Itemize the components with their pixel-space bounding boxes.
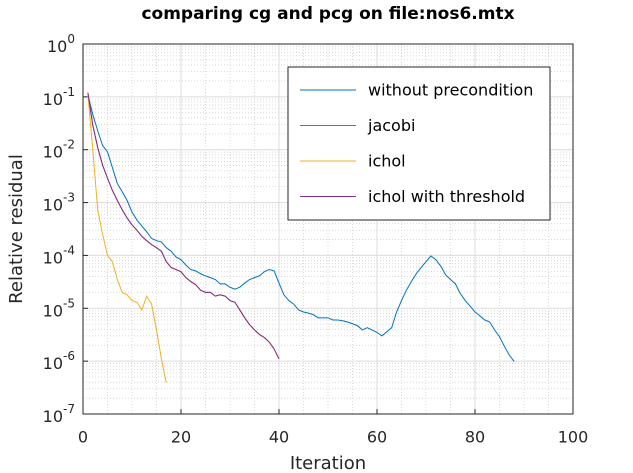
legend-label: ichol with threshold bbox=[368, 187, 525, 206]
y-tick-label: 10-7 bbox=[43, 402, 75, 426]
x-axis-label: Iteration bbox=[290, 453, 366, 473]
y-tick-label: 10-1 bbox=[43, 84, 75, 108]
y-tick-label: 10-6 bbox=[43, 349, 75, 373]
x-tick-label: 40 bbox=[269, 428, 289, 447]
legend-box bbox=[287, 66, 551, 221]
x-tick-label: 60 bbox=[367, 428, 387, 447]
y-tick-label: 100 bbox=[47, 32, 75, 56]
chart-title: comparing cg and pcg on file:nos6.mtx bbox=[141, 4, 514, 24]
legend-label: without precondition bbox=[368, 81, 533, 100]
series-line bbox=[87, 94, 515, 362]
y-tick-label: 10-2 bbox=[43, 137, 75, 161]
x-tick-label: 100 bbox=[558, 428, 589, 447]
axes-box bbox=[82, 43, 574, 415]
y-tick-label: 10-5 bbox=[43, 296, 75, 320]
y-tick-label: 10-3 bbox=[43, 190, 75, 214]
y-tick-label: 10-4 bbox=[43, 243, 75, 267]
y-axis-label: Relative residual bbox=[6, 154, 27, 304]
x-tick-label: 0 bbox=[78, 428, 88, 447]
x-tick-label: 80 bbox=[465, 428, 485, 447]
series-line bbox=[87, 94, 167, 383]
legend-label: ichol bbox=[368, 152, 406, 171]
legend-label: jacobi bbox=[367, 116, 415, 135]
series-line bbox=[87, 92, 280, 360]
x-tick-label: 20 bbox=[171, 428, 191, 447]
